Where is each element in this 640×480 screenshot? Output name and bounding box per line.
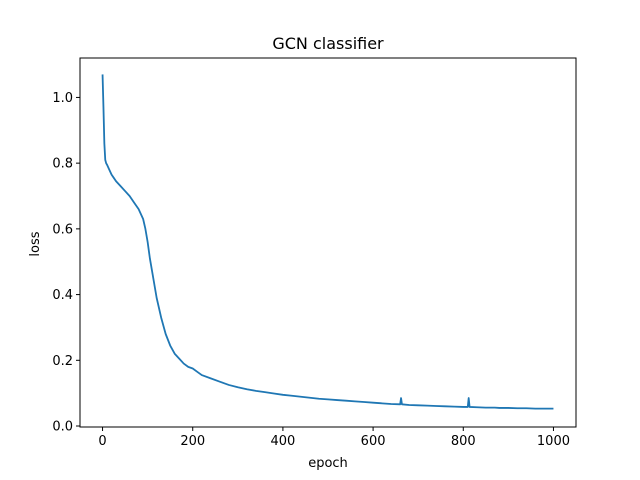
- plot-area: 0 200 400 600 800 1000 0.0 0.2 0.4 0.6 0.8 1.0: [52, 57, 577, 449]
- y-tick-label: 0.0: [52, 420, 73, 435]
- y-tick-label: 1.0: [52, 91, 73, 106]
- x-tick-label: 800: [451, 434, 476, 449]
- series-line-0: [101, 74, 554, 410]
- y-tick-label: 0.8: [52, 157, 73, 172]
- y-tick-label: 0.4: [52, 288, 73, 303]
- y-tick-label: 0.2: [52, 354, 73, 369]
- x-axis-label: epoch: [308, 456, 348, 471]
- x-tick-label: 0: [98, 434, 106, 449]
- y-axis-label: loss: [28, 231, 43, 256]
- chart-title: GCN classifier: [272, 34, 384, 53]
- x-tick-label: 200: [180, 434, 205, 449]
- x-tick-label: 600: [361, 434, 386, 449]
- plot-frame: [79, 57, 577, 428]
- x-tick-label: 400: [270, 434, 295, 449]
- x-tick-label: 1000: [537, 434, 570, 449]
- y-tick-label: 0.6: [52, 222, 73, 237]
